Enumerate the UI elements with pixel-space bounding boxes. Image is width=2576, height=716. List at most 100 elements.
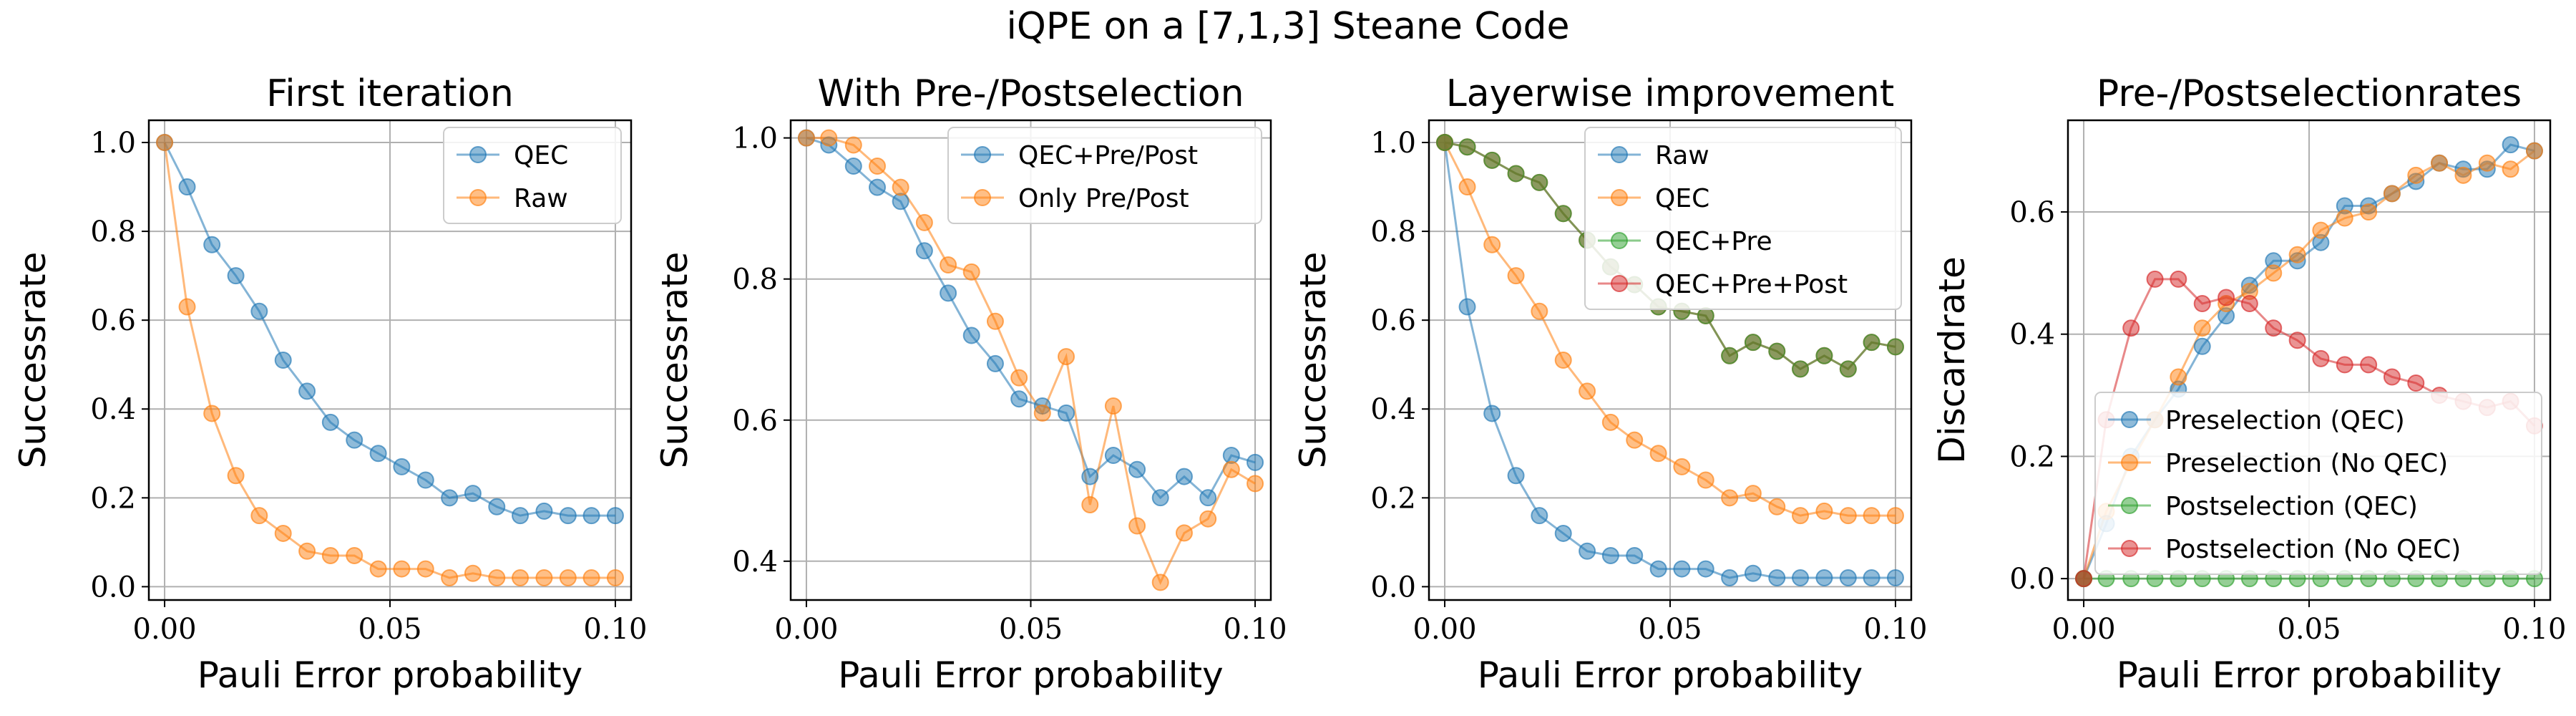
legend-label: QEC xyxy=(1655,184,1709,213)
legend-marker xyxy=(2121,411,2138,428)
data-point xyxy=(892,193,909,211)
data-point xyxy=(2193,337,2211,355)
data-point xyxy=(369,445,387,463)
series-markers xyxy=(1436,134,1904,378)
data-point xyxy=(203,405,221,422)
data-point xyxy=(1058,348,1075,366)
data-point xyxy=(178,178,196,196)
x-tick-label: 0.05 xyxy=(358,613,421,646)
data-point xyxy=(250,302,268,320)
data-point xyxy=(892,178,909,196)
data-point xyxy=(2122,319,2140,337)
data-point xyxy=(321,546,339,564)
data-point xyxy=(1104,397,1122,415)
data-point xyxy=(488,498,506,516)
data-point xyxy=(559,507,577,525)
data-point xyxy=(1863,507,1880,525)
data-point xyxy=(1458,178,1476,196)
data-point xyxy=(986,312,1004,330)
data-point xyxy=(1815,502,1833,520)
data-point xyxy=(844,158,862,175)
data-point xyxy=(1839,507,1857,525)
y-axis-label: Discardrate xyxy=(1931,256,1973,464)
data-point xyxy=(512,569,530,586)
series-markers xyxy=(797,129,1264,591)
data-point xyxy=(2360,203,2378,221)
legend-label: Raw xyxy=(1655,141,1709,170)
data-point xyxy=(2336,356,2353,374)
data-point xyxy=(1768,498,1786,516)
data-point xyxy=(1199,510,1217,528)
data-point xyxy=(298,382,316,400)
data-point xyxy=(416,471,434,489)
data-point xyxy=(2407,166,2425,184)
y-tick-label: 0.0 xyxy=(2009,563,2055,596)
data-point xyxy=(1815,347,1833,364)
legend-marker xyxy=(1611,146,1628,163)
data-point xyxy=(559,569,577,586)
data-point xyxy=(1673,458,1691,475)
legend-label: QEC+Pre+Post xyxy=(1655,270,1848,299)
data-point xyxy=(1531,302,1548,320)
legend-label: QEC+Pre xyxy=(1655,227,1772,256)
data-point xyxy=(1483,151,1501,169)
data-point xyxy=(1721,569,1739,586)
data-point xyxy=(1033,404,1051,422)
data-point xyxy=(1081,495,1099,513)
data-point xyxy=(1839,569,1857,586)
data-point xyxy=(1199,489,1217,507)
y-tick-label: 1.0 xyxy=(90,127,136,160)
data-point xyxy=(986,354,1004,372)
x-tick-label: 0.00 xyxy=(133,613,197,646)
data-point xyxy=(1792,507,1810,525)
data-point xyxy=(869,158,887,175)
data-point xyxy=(393,560,411,578)
data-point xyxy=(298,542,316,560)
data-point xyxy=(178,298,196,316)
data-point xyxy=(1128,460,1146,478)
legend: Raw QEC QEC+Pre QEC+Pre+Post xyxy=(1584,127,1902,310)
figure-title: iQPE on a [7,1,3] Steane Code xyxy=(1006,5,1569,48)
data-point xyxy=(416,560,434,578)
x-tick-label: 0.00 xyxy=(2052,613,2116,646)
legend-marker xyxy=(469,146,487,163)
data-point xyxy=(1151,574,1169,591)
data-point xyxy=(227,267,245,285)
series-markers xyxy=(156,134,624,586)
data-point xyxy=(2360,356,2378,374)
data-point xyxy=(1815,569,1833,586)
legend-label: Preselection (No QEC) xyxy=(2165,449,2448,478)
data-point xyxy=(1554,524,1572,542)
data-point xyxy=(2407,374,2425,392)
data-point xyxy=(1886,338,1904,356)
axes-frame xyxy=(2067,119,2552,601)
y-tick-label: 0.6 xyxy=(2009,196,2055,229)
data-point xyxy=(1507,165,1525,183)
data-point xyxy=(2075,570,2093,588)
data-point xyxy=(1579,542,1596,560)
data-point xyxy=(2383,368,2401,386)
data-point xyxy=(393,458,411,475)
data-point xyxy=(1010,390,1028,408)
data-point xyxy=(2193,295,2211,313)
y-tick-label: 0.2 xyxy=(2009,440,2055,473)
data-point xyxy=(1458,138,1476,156)
data-point xyxy=(1626,431,1644,449)
data-point xyxy=(156,134,174,152)
legend-marker xyxy=(2121,454,2138,471)
x-tick-label: 0.00 xyxy=(1413,613,1477,646)
data-point xyxy=(2478,154,2496,172)
y-tick-label: 1.0 xyxy=(1370,127,1416,160)
data-point xyxy=(2218,289,2235,306)
data-point xyxy=(606,569,624,586)
y-tick-label: 0.4 xyxy=(90,393,136,426)
x-tick-label: 0.10 xyxy=(1863,613,1927,646)
legend: QEC Raw xyxy=(443,127,622,224)
data-point xyxy=(2170,270,2187,288)
data-point xyxy=(1839,360,1857,378)
x-tick-label: 0.05 xyxy=(2277,613,2341,646)
data-point xyxy=(369,560,387,578)
data-point xyxy=(2240,295,2258,313)
data-point xyxy=(2383,185,2401,203)
